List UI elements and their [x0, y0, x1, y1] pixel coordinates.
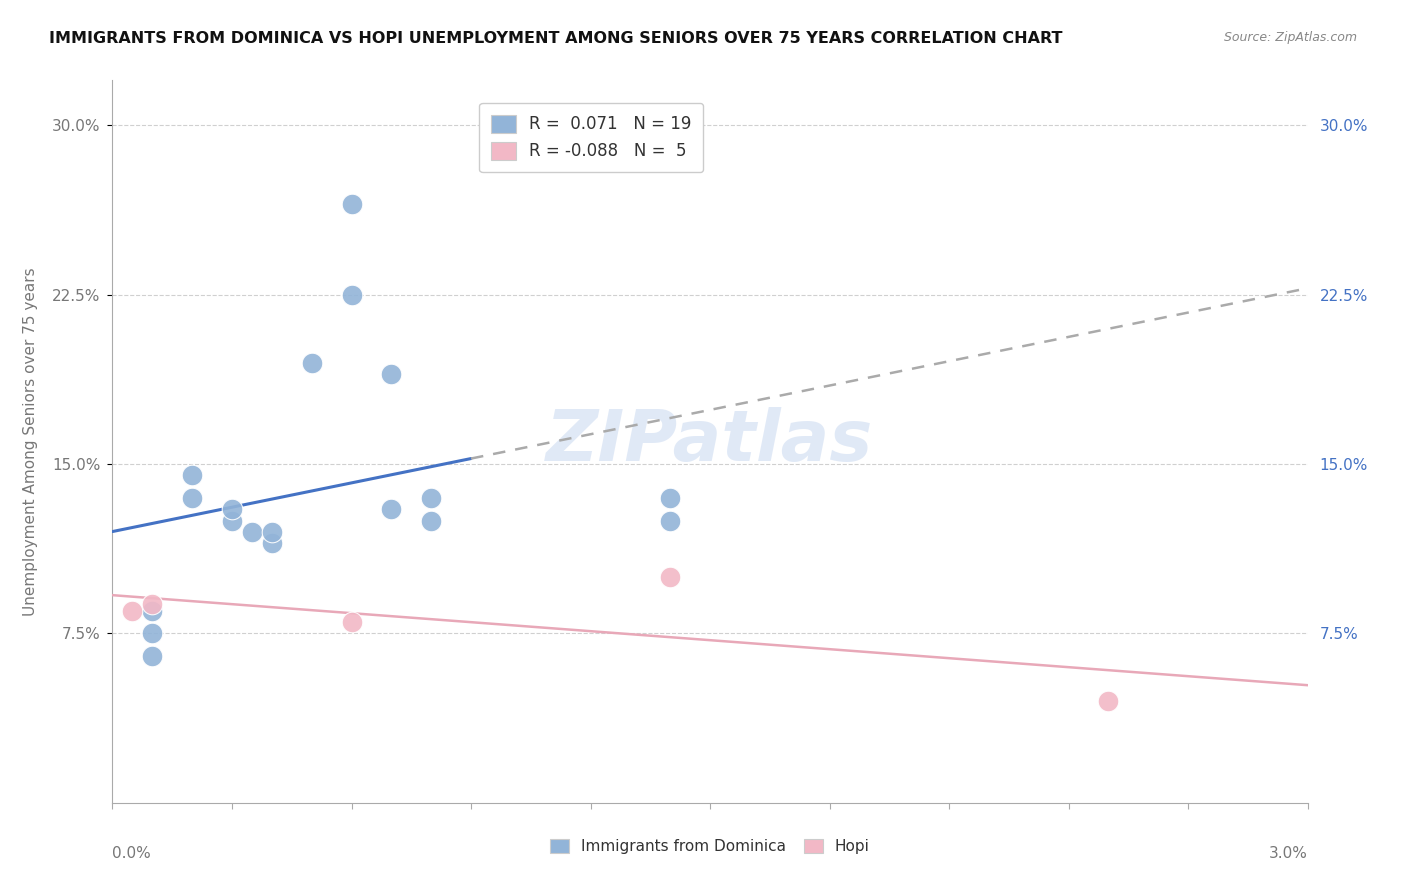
Point	[121, 604, 143, 618]
Point	[340, 197, 363, 211]
Point	[181, 491, 204, 505]
Point	[420, 514, 443, 528]
Text: ZIPatlas: ZIPatlas	[547, 407, 873, 476]
Point	[141, 648, 163, 663]
Point	[659, 570, 682, 584]
Point	[380, 367, 402, 381]
Point	[240, 524, 263, 539]
Point	[260, 536, 283, 550]
Y-axis label: Unemployment Among Seniors over 75 years: Unemployment Among Seniors over 75 years	[24, 268, 38, 615]
Legend: Immigrants from Dominica, Hopi: Immigrants from Dominica, Hopi	[544, 832, 876, 860]
Point	[340, 615, 363, 630]
Point	[380, 502, 402, 516]
Point	[221, 502, 243, 516]
Point	[301, 355, 323, 369]
Text: IMMIGRANTS FROM DOMINICA VS HOPI UNEMPLOYMENT AMONG SENIORS OVER 75 YEARS CORREL: IMMIGRANTS FROM DOMINICA VS HOPI UNEMPLO…	[49, 31, 1063, 46]
Point	[221, 514, 243, 528]
Point	[420, 491, 443, 505]
Text: Source: ZipAtlas.com: Source: ZipAtlas.com	[1223, 31, 1357, 45]
Point	[141, 597, 163, 611]
Point	[141, 626, 163, 640]
Point	[1097, 694, 1119, 708]
Point	[181, 468, 204, 483]
Point	[141, 604, 163, 618]
Point	[260, 524, 283, 539]
Text: 0.0%: 0.0%	[112, 847, 152, 861]
Text: 3.0%: 3.0%	[1268, 847, 1308, 861]
Point	[659, 491, 682, 505]
Point	[659, 514, 682, 528]
Point	[340, 287, 363, 301]
